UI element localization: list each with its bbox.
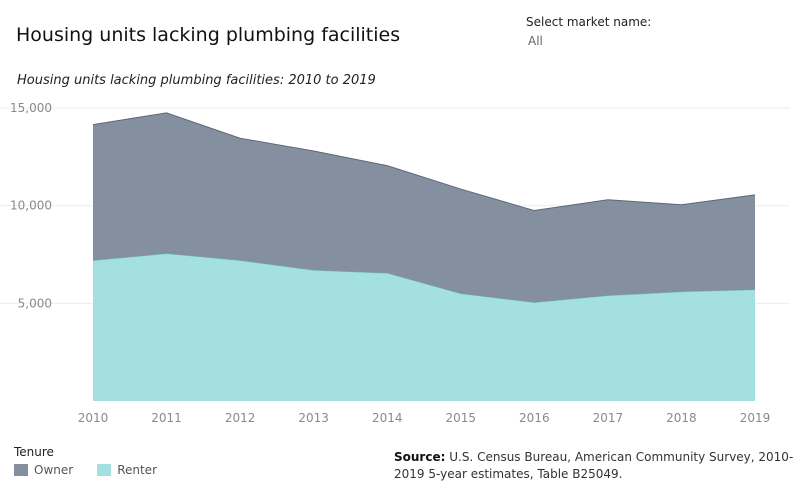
- data-point-owner: [459, 187, 463, 191]
- data-point-owner: [679, 203, 683, 207]
- page-title: Housing units lacking plumbing facilitie…: [16, 24, 401, 46]
- x-tick-label: 2012: [225, 411, 256, 425]
- legend-swatch-owner: [14, 464, 28, 476]
- x-tick-label: 2016: [519, 411, 550, 425]
- source-text: U.S. Census Bureau, American Community S…: [394, 450, 794, 481]
- data-point-owner: [606, 198, 610, 202]
- area-owner: [93, 112, 755, 303]
- data-point-owner: [312, 149, 316, 153]
- legend-title: Tenure: [14, 445, 54, 459]
- x-tick-label: 2017: [593, 411, 624, 425]
- x-tick-label: 2013: [298, 411, 329, 425]
- y-tick-label: 5,000: [18, 296, 52, 310]
- data-point-owner: [238, 136, 242, 140]
- legend-item-owner[interactable]: Owner: [14, 463, 73, 477]
- data-point-owner: [532, 209, 536, 213]
- y-tick-label: 15,000: [10, 101, 52, 115]
- source-note: Source: U.S. Census Bureau, American Com…: [394, 449, 794, 483]
- legend-label-renter: Renter: [117, 463, 157, 477]
- x-tick-label: 2018: [666, 411, 697, 425]
- data-point-owner: [753, 193, 757, 197]
- x-tick-label: 2011: [151, 411, 182, 425]
- x-tick-label: 2014: [372, 411, 403, 425]
- data-point-owner: [385, 164, 389, 168]
- area-chart: 5,000 10,000 15,000 2010 2011 2012 2013 2014 201…: [0, 101, 790, 425]
- x-tick-label: 2015: [446, 411, 477, 425]
- market-select[interactable]: All: [528, 34, 543, 48]
- data-point-owner: [91, 123, 95, 127]
- data-point-owner: [165, 111, 169, 115]
- chart-subtitle: Housing units lacking plumbing facilitie…: [17, 73, 376, 88]
- market-filter-label: Select market name:: [526, 15, 652, 29]
- market-filter: Select market name: All: [526, 15, 726, 49]
- series-line-owner: [92, 112, 756, 212]
- source-label: Source:: [394, 450, 446, 464]
- legend-label-owner: Owner: [34, 463, 74, 477]
- legend: Tenure Owner Renter: [14, 445, 314, 477]
- x-tick-label: 2019: [740, 411, 771, 425]
- area-renter: [93, 253, 755, 401]
- x-tick-label: 2010: [78, 411, 109, 425]
- legend-swatch-renter: [97, 464, 112, 476]
- y-tick-label: 10,000: [10, 199, 52, 213]
- legend-item-renter[interactable]: Renter: [97, 463, 157, 477]
